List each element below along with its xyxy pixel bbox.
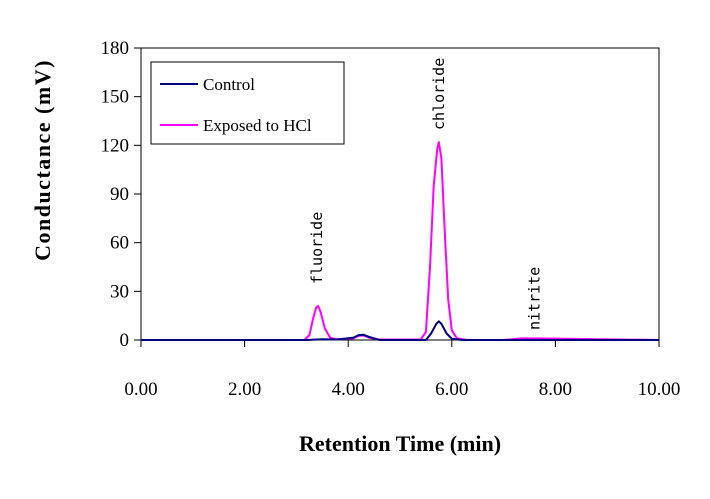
legend-box (150, 61, 345, 145)
y-tick-label: 90 (110, 184, 129, 205)
legend-label: Control (203, 75, 255, 94)
y-tick-label: 180 (101, 38, 130, 59)
legend: Control Exposed to HCl (150, 61, 345, 145)
x-tick-label: 4.00 (332, 379, 365, 400)
x-tick-label: 8.00 (539, 379, 572, 400)
x-tick-label: 6.00 (435, 379, 468, 400)
peak-label-fluoride: fluoride (308, 212, 326, 284)
series-line-control (141, 320, 659, 341)
y-axis-title: Conductance (mV) (30, 59, 55, 261)
x-axis-title: Retention Time (min) (299, 431, 501, 456)
y-tick-label: 120 (101, 135, 130, 156)
x-tick-label: 2.00 (228, 379, 261, 400)
peak-label-chloride: chloride (430, 58, 448, 130)
y-axis: 0 30 60 90 120 150 180 (101, 38, 141, 351)
x-tick-label: 10.00 (638, 379, 681, 400)
annotation-layer: fluoride chloride nitrite (308, 58, 544, 330)
y-tick-label: 150 (101, 87, 130, 108)
y-tick-label: 60 (110, 233, 129, 254)
peak-label-nitrite: nitrite (526, 267, 544, 330)
legend-label: Exposed to HCl (203, 116, 312, 135)
series-layer (141, 141, 660, 341)
x-tick-label: 0.00 (124, 379, 157, 400)
y-tick-label: 0 (120, 330, 130, 351)
x-axis: 0.00 2.00 4.00 6.00 8.00 10.00 (124, 340, 680, 400)
y-tick-label: 30 (110, 281, 129, 302)
